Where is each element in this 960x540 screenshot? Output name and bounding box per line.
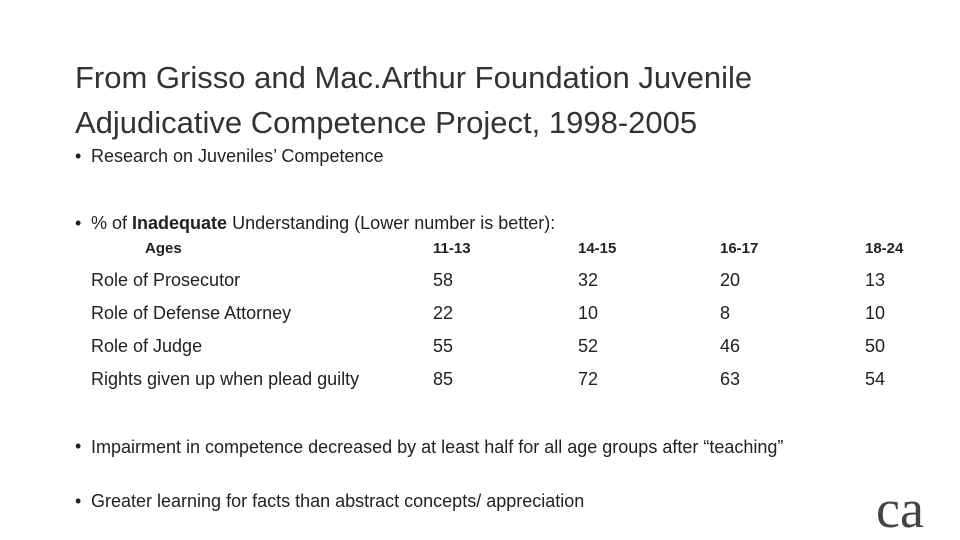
bullet-text: Research on Juveniles’ Competence xyxy=(91,146,384,166)
cell: 50 xyxy=(865,336,886,356)
bullet-text: % of Inadequate Understanding (Lower num… xyxy=(91,213,555,234)
cell: 32 xyxy=(578,270,599,290)
bullet-dot: • xyxy=(75,213,82,233)
cell: 22 xyxy=(433,303,454,323)
cell: 72 xyxy=(578,369,599,389)
bullet-dot: • xyxy=(75,436,82,456)
cell: 46 xyxy=(720,336,741,356)
row-label: Role of Defense Attorney xyxy=(91,303,292,323)
bullet-text: Impairment in competence decreased by at… xyxy=(91,437,784,457)
cell: 55 xyxy=(433,336,454,356)
row-label: Role of Judge xyxy=(91,336,203,356)
row-label: Role of Prosecutor xyxy=(91,270,241,290)
cell: 10 xyxy=(578,303,599,323)
cell: 10 xyxy=(865,303,886,323)
bold-text: Inadequate xyxy=(132,213,228,233)
column-header: 18-24 xyxy=(865,240,904,257)
title: From Grisso and Mac.Arthur Foundation Ju… xyxy=(75,60,753,95)
cell: 58 xyxy=(433,270,454,290)
cell: 8 xyxy=(720,303,731,323)
column-header: 14-15 xyxy=(578,240,617,257)
bullet-dot: • xyxy=(75,146,82,166)
cell: 54 xyxy=(865,369,886,389)
bullet-dot: • xyxy=(75,491,82,511)
column-header: 16-17 xyxy=(720,240,759,257)
row-label: Rights given up when plead guilty xyxy=(91,369,360,389)
column-header: Ages xyxy=(145,240,182,257)
cell: 13 xyxy=(865,270,886,290)
cell: 63 xyxy=(720,369,741,389)
cell: 52 xyxy=(578,336,599,356)
cell: 20 xyxy=(720,270,741,290)
bullet-text: Greater learning for facts than abstract… xyxy=(91,491,585,511)
text: Understanding (Lower number is better): xyxy=(232,213,556,233)
text: % of xyxy=(91,213,128,233)
column-header: 11-13 xyxy=(433,240,471,257)
logo: ca xyxy=(876,479,924,539)
title: Adjudicative Competence Project, 1998-20… xyxy=(75,105,698,140)
cell: 85 xyxy=(433,369,454,389)
